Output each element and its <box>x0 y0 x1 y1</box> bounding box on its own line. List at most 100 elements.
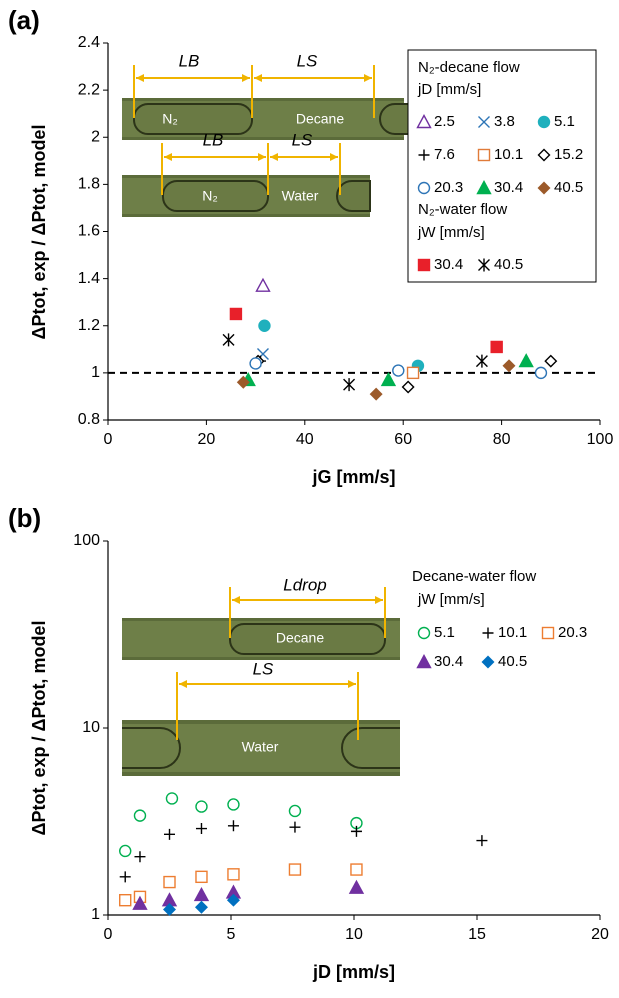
legend-marker <box>541 626 555 640</box>
legend-marker <box>478 258 490 272</box>
x-tick-label: 20 <box>591 926 609 943</box>
inset-image <box>122 143 371 217</box>
inset-image <box>122 65 416 140</box>
y-axis-title: ΔPtot, exp / ΔPtot, model <box>29 621 49 836</box>
legend-marker <box>416 114 432 129</box>
legend-marker <box>482 627 494 639</box>
annotation: Water <box>242 739 279 755</box>
y-tick-label: 0.8 <box>78 411 100 428</box>
marker <box>133 809 147 822</box>
legend-marker <box>417 258 431 272</box>
marker <box>193 886 210 902</box>
marker <box>165 792 179 805</box>
marker <box>343 378 356 392</box>
legend-label: 40.5 <box>554 179 583 196</box>
y-tick-label: 2.4 <box>78 34 100 51</box>
marker <box>134 851 146 863</box>
annotation: LB <box>203 130 224 149</box>
panel-label: (b) <box>8 503 41 533</box>
legend-label: 10.1 <box>494 146 523 163</box>
legend-label: 20.3 <box>558 624 587 641</box>
legend-box <box>407 49 597 283</box>
marker <box>518 353 534 368</box>
annotation: Ldrop <box>283 575 326 594</box>
y-tick-label: 10 <box>82 719 100 736</box>
legend-marker <box>537 181 551 195</box>
annotation: N₂ <box>202 188 218 204</box>
y-tick-label: 100 <box>73 532 100 549</box>
x-axis-title: jD [mm/s] <box>312 962 395 982</box>
legend-label: 15.2 <box>554 146 583 163</box>
marker <box>163 875 176 889</box>
legend-label: 40.5 <box>498 653 527 670</box>
x-tick-label: 5 <box>227 926 236 943</box>
legend-label: 30.4 <box>434 256 463 273</box>
x-tick-label: 0 <box>104 431 113 448</box>
marker <box>195 800 208 813</box>
annotation: LS <box>292 130 313 149</box>
legend-marker <box>417 181 431 195</box>
y-tick-label: 1 <box>91 364 100 381</box>
x-tick-label: 15 <box>468 926 486 943</box>
y-tick-label: 1 <box>91 906 100 923</box>
marker <box>544 354 558 368</box>
marker <box>132 895 148 910</box>
annotation: Decane <box>296 111 344 127</box>
x-tick-label: 20 <box>198 431 216 448</box>
y-tick-label: 1.4 <box>78 270 100 287</box>
x-tick-label: 10 <box>345 926 363 943</box>
y-tick-label: 1.2 <box>78 317 100 334</box>
x-tick-label: 100 <box>587 431 614 448</box>
legend-label: 5.1 <box>554 113 575 130</box>
y-axis-title: ΔPtot, exp / ΔPtot, model <box>29 125 49 340</box>
marker <box>348 879 365 894</box>
legend-title: N₂-decane flow <box>418 59 520 76</box>
legend-marker <box>476 180 492 195</box>
inset-image <box>122 672 400 776</box>
y-tick-label: 1.6 <box>78 223 100 240</box>
y-tick-label: 2 <box>91 128 100 145</box>
marker <box>119 871 131 883</box>
marker <box>227 798 240 811</box>
marker <box>534 366 548 380</box>
legend-marker <box>477 148 491 162</box>
marker <box>164 828 175 840</box>
annotation: LB <box>179 51 200 70</box>
marker <box>227 820 239 832</box>
legend-label: 3.8 <box>494 113 515 130</box>
y-tick-label: 1.8 <box>78 176 100 193</box>
legend-title: jD [mm/s] <box>417 81 481 98</box>
marker <box>249 357 262 370</box>
marker <box>406 366 420 380</box>
y-tick-label: 2.2 <box>78 81 100 98</box>
legend-marker <box>417 626 431 640</box>
marker <box>163 903 176 916</box>
legend-title: N₂-water flow <box>418 201 507 218</box>
legend-label: 7.6 <box>434 146 455 163</box>
x-tick-label: 0 <box>104 926 113 943</box>
marker <box>229 307 243 321</box>
annotation: Water <box>282 188 319 204</box>
legend-label: 30.4 <box>494 179 523 196</box>
marker <box>350 863 363 876</box>
marker <box>380 371 397 387</box>
x-tick-label: 80 <box>493 431 511 448</box>
annotation: LS <box>297 51 318 70</box>
legend-label: 20.3 <box>434 179 463 196</box>
marker <box>222 333 235 347</box>
legend-label: 10.1 <box>498 624 527 641</box>
x-axis-title: jG [mm/s] <box>311 467 395 487</box>
legend-marker <box>537 148 551 162</box>
marker <box>227 868 240 881</box>
marker <box>289 821 301 833</box>
marker <box>476 835 488 847</box>
marker <box>350 825 362 837</box>
legend-marker <box>418 149 430 161</box>
marker <box>288 863 302 876</box>
annotation: LS <box>253 659 274 678</box>
legend-title: Decane-water flow <box>412 568 536 585</box>
marker <box>392 364 405 377</box>
inset-image <box>122 587 400 660</box>
marker <box>194 900 208 914</box>
